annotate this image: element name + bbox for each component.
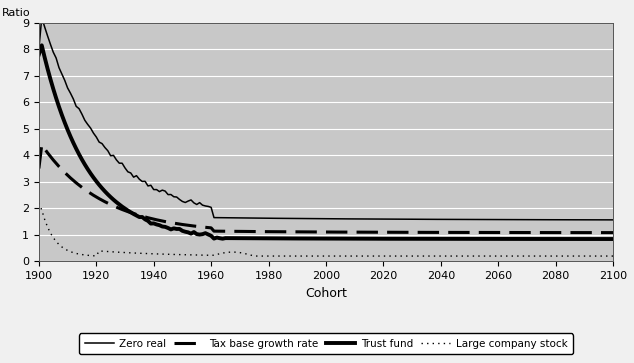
Tax base growth rate — [348, 230, 356, 234]
Trust fund — [35, 52, 42, 57]
Zero real — [609, 218, 617, 222]
Large company stock — [279, 254, 287, 258]
Line: Zero real: Zero real — [39, 18, 613, 220]
Trust fund — [89, 175, 97, 180]
X-axis label: Cohort: Cohort — [305, 287, 347, 299]
Zero real — [41, 25, 48, 29]
Trust fund — [279, 236, 287, 241]
Large company stock — [348, 254, 356, 258]
Trust fund — [247, 236, 255, 240]
Line: Large company stock: Large company stock — [39, 203, 613, 256]
Large company stock — [563, 254, 571, 258]
Trust fund — [38, 43, 46, 48]
Zero real — [89, 131, 97, 135]
Tax base growth rate — [35, 166, 42, 171]
Zero real — [348, 217, 356, 221]
Tax base growth rate — [89, 193, 97, 197]
Trust fund — [41, 55, 48, 60]
Zero real — [35, 47, 42, 51]
Tax base growth rate — [247, 229, 255, 234]
Tax base growth rate — [609, 231, 617, 235]
Line: Tax base growth rate: Tax base growth rate — [39, 145, 613, 233]
Large company stock — [87, 253, 94, 258]
Zero real — [279, 216, 287, 221]
Large company stock — [253, 254, 261, 258]
Tax base growth rate — [563, 231, 571, 235]
Trust fund — [609, 237, 617, 241]
Line: Trust fund: Trust fund — [39, 45, 613, 239]
Zero real — [563, 217, 571, 222]
Large company stock — [38, 208, 46, 212]
Tax base growth rate — [41, 147, 48, 151]
Zero real — [247, 216, 255, 220]
Tax base growth rate — [38, 143, 46, 147]
Zero real — [38, 16, 46, 20]
Tax base growth rate — [279, 229, 287, 234]
Trust fund — [563, 237, 571, 241]
Large company stock — [609, 254, 617, 258]
Legend: Zero real, Tax base growth rate, Trust fund, Large company stock: Zero real, Tax base growth rate, Trust f… — [79, 334, 573, 354]
Trust fund — [348, 237, 356, 241]
Large company stock — [245, 252, 252, 257]
Large company stock — [35, 201, 42, 205]
Text: Ratio: Ratio — [1, 8, 30, 18]
